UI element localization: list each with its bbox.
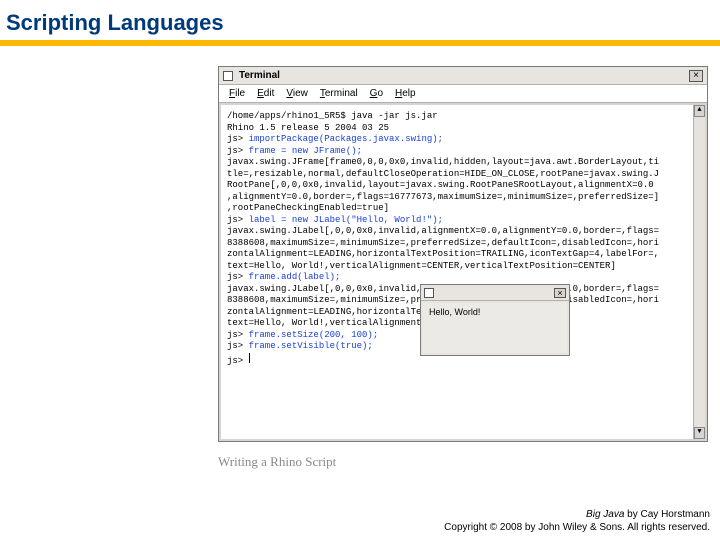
- menu-file[interactable]: File: [229, 88, 245, 99]
- jframe-window[interactable]: × Hello, World!: [420, 284, 570, 356]
- out-line: /home/apps/rhino1_5R5$ java -jar js.jar: [227, 111, 438, 121]
- menu-view[interactable]: View: [286, 88, 308, 99]
- jframe-content: Hello, World!: [423, 303, 567, 353]
- terminal-window: Terminal × File Edit View Terminal Go He…: [218, 66, 708, 442]
- window-title: Terminal: [239, 70, 280, 81]
- terminal-menubar: File Edit View Terminal Go Help: [219, 85, 707, 103]
- footer-copyright: Copyright © 2008 by John Wiley & Sons. A…: [444, 521, 710, 534]
- slide-title: Scripting Languages: [0, 0, 720, 40]
- scroll-down-button[interactable]: ▼: [694, 427, 705, 439]
- out-line: zontalAlignment=LEADING,horizontalTextPo…: [227, 249, 659, 259]
- out-line: 8388608,maximumSize=,minimumSize=,prefer…: [227, 238, 659, 248]
- out-line: text=Hello, World!,verticalAlignment=CEN…: [227, 261, 616, 271]
- out-line: ,rootPaneCheckingEnabled=true]: [227, 203, 389, 213]
- cmd: frame.setVisible(true);: [249, 341, 373, 351]
- menu-edit[interactable]: Edit: [257, 88, 274, 99]
- prompt: js>: [227, 272, 249, 282]
- out-line: ,alignmentY=0.0,border=,flags=16777673,m…: [227, 192, 659, 202]
- scrollbar-vertical[interactable]: ▲ ▼: [693, 105, 705, 439]
- system-menu-icon[interactable]: [223, 71, 233, 81]
- close-button[interactable]: ×: [689, 70, 703, 82]
- out-line: javax.swing.JLabel[,0,0,0x0,invalid,alig…: [227, 226, 659, 236]
- out-line: tle=,resizable,normal,defaultCloseOperat…: [227, 169, 659, 179]
- slide-footer: Big Java by Cay Horstmann Copyright © 20…: [444, 508, 710, 534]
- menu-go[interactable]: Go: [370, 88, 383, 99]
- footer-book-title: Big Java: [586, 509, 624, 520]
- prompt: js>: [227, 330, 249, 340]
- cmd: label = new JLabel("Hello, World!");: [249, 215, 443, 225]
- menu-terminal[interactable]: Terminal: [320, 88, 358, 99]
- scroll-up-button[interactable]: ▲: [694, 105, 705, 117]
- prompt: js>: [227, 146, 249, 156]
- out-line: Rhino 1.5 release 5 2004 03 25: [227, 123, 389, 133]
- hello-label: Hello, World!: [429, 307, 480, 317]
- prompt: js>: [227, 134, 249, 144]
- footer-author: by Cay Horstmann: [624, 509, 710, 520]
- menu-help[interactable]: Help: [395, 88, 416, 99]
- cursor: [249, 353, 250, 363]
- system-menu-icon[interactable]: [424, 288, 434, 298]
- cmd: frame.add(label);: [249, 272, 341, 282]
- figure-caption: Writing a Rhino Script: [218, 454, 336, 470]
- close-button[interactable]: ×: [554, 288, 566, 298]
- prompt: js>: [227, 341, 249, 351]
- terminal-titlebar[interactable]: Terminal ×: [219, 67, 707, 85]
- jframe-titlebar[interactable]: ×: [421, 285, 569, 301]
- cmd: frame.setSize(200, 100);: [249, 330, 379, 340]
- accent-bar: [0, 40, 720, 46]
- cmd: frame = new JFrame();: [249, 146, 362, 156]
- prompt: js>: [227, 356, 249, 366]
- out-line: javax.swing.JFrame[frame0,0,0,0x0,invali…: [227, 157, 659, 167]
- cmd: importPackage(Packages.javax.swing);: [249, 134, 443, 144]
- prompt: js>: [227, 215, 249, 225]
- out-line: RootPane[,0,0,0x0,invalid,layout=javax.s…: [227, 180, 654, 190]
- terminal-output: /home/apps/rhino1_5R5$ java -jar js.jar …: [221, 105, 693, 439]
